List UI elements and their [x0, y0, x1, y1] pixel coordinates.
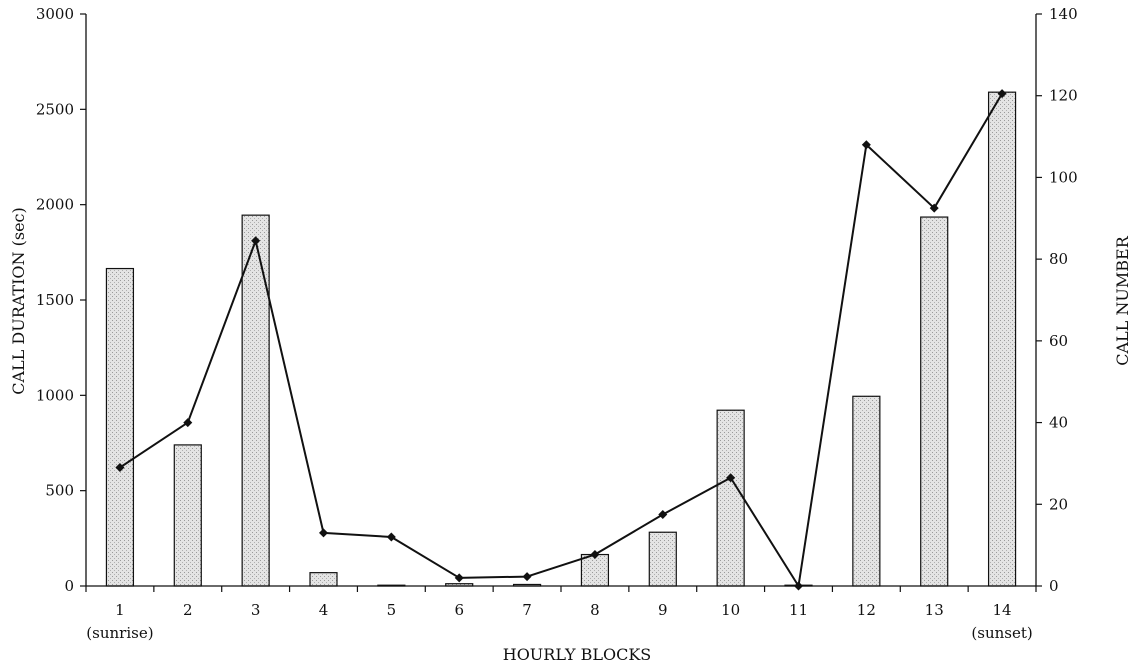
y-axis-title: CALL DURATION (sec)	[9, 207, 28, 395]
x-tick-label: 6	[454, 601, 464, 619]
y2-tick-label: 0	[1049, 577, 1059, 595]
y-tick-label: 0	[64, 577, 74, 595]
y2-tick-label: 80	[1049, 250, 1068, 268]
x-tick-label: 9	[658, 601, 668, 619]
x-tick-label: 14	[993, 601, 1012, 619]
bar	[241, 214, 270, 587]
point	[386, 532, 396, 542]
x-axis-title: HOURLY BLOCKS	[503, 645, 652, 664]
point	[590, 550, 600, 560]
x-tick-note: (sunrise)	[86, 624, 153, 642]
bar	[648, 531, 677, 587]
x-tick-label: 8	[590, 601, 600, 619]
x-tick-label: 3	[251, 601, 261, 619]
y2-tick-label: 100	[1049, 168, 1078, 186]
bar	[580, 553, 610, 587]
x-tick-label: 2	[183, 601, 193, 619]
x-tick-label: 5	[387, 601, 397, 619]
bar	[105, 267, 135, 587]
point	[658, 510, 668, 519]
point	[522, 572, 532, 582]
y2-tick-label: 60	[1049, 332, 1068, 350]
x-tick-label: 13	[925, 601, 944, 619]
bar	[852, 395, 881, 587]
point	[726, 473, 736, 483]
bar-series	[105, 91, 1017, 587]
y2-axis-title: CALL NUMBER	[1113, 235, 1132, 365]
y-tick-label: 1500	[36, 291, 74, 309]
x-tick-label: 10	[721, 601, 740, 619]
y-tick-label: 3000	[36, 5, 74, 23]
y2-tick-label: 40	[1049, 414, 1068, 432]
y2-tick-label: 140	[1049, 5, 1078, 23]
bar	[987, 91, 1017, 587]
y-tick-label: 500	[45, 482, 74, 500]
bar	[309, 572, 338, 587]
x-tick-label: 1	[115, 601, 125, 619]
y2-tick-label: 120	[1049, 87, 1078, 105]
y-tick-label: 1000	[36, 386, 74, 404]
point	[115, 463, 125, 473]
point	[183, 418, 193, 428]
y2-tick-label: 20	[1049, 495, 1068, 513]
x-tick-label: 12	[857, 601, 876, 619]
y-tick-label: 2500	[36, 100, 74, 118]
bar	[173, 444, 202, 587]
bar	[920, 216, 949, 587]
y-tick-label: 2000	[36, 196, 74, 214]
point	[319, 528, 328, 538]
point	[929, 203, 939, 213]
series-line	[119, 93, 1003, 587]
x-tick-label: 4	[319, 601, 329, 619]
x-tick-note: (sunset)	[971, 624, 1032, 642]
x-tick-label: 11	[789, 601, 808, 619]
point	[861, 140, 871, 150]
axes: 0 500 1000 1500 2000 2500 3000 0 20 40 60 80 100 120 1…	[36, 5, 1078, 642]
x-tick-label: 7	[522, 601, 532, 619]
bar	[716, 409, 745, 587]
point	[454, 573, 464, 583]
point	[251, 236, 261, 246]
point	[997, 89, 1007, 99]
